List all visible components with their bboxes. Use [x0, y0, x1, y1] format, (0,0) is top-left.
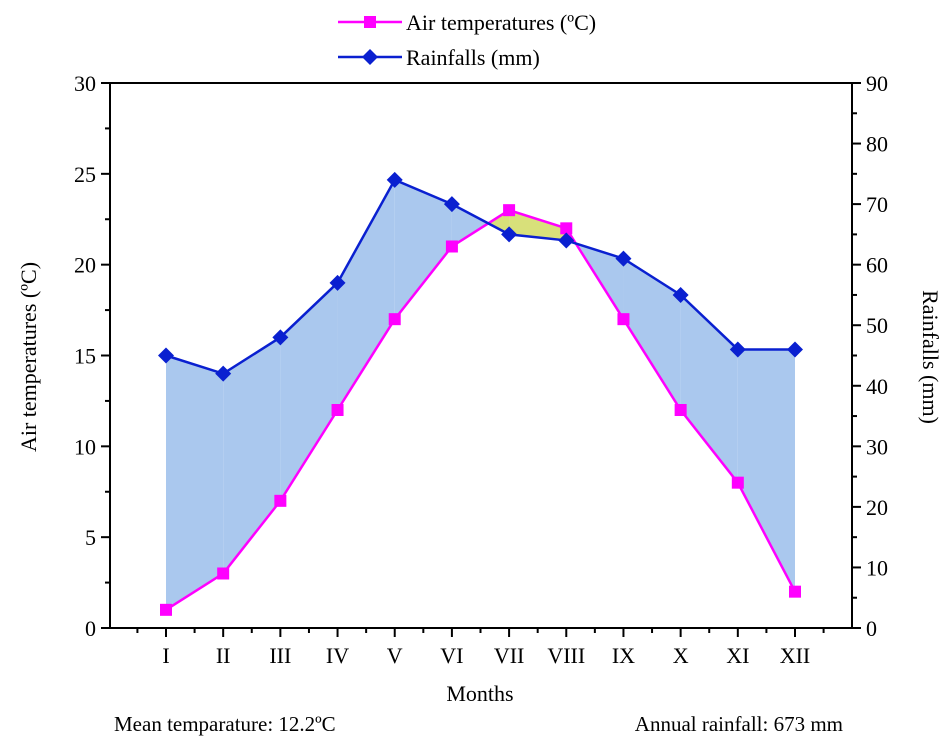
data-point [787, 341, 803, 358]
x-tick-label: VI [440, 643, 463, 668]
data-point [217, 567, 230, 580]
y-right-tick-label: 70 [866, 192, 888, 217]
data-point [445, 240, 458, 253]
data-point [386, 171, 403, 188]
data-point [272, 329, 289, 346]
y-right-tick-label: 30 [866, 434, 888, 459]
data-point [503, 204, 516, 217]
y-left-tick-label: 30 [74, 71, 96, 96]
data-point [731, 476, 744, 489]
x-tick-label: VII [494, 643, 525, 668]
data-point [158, 347, 174, 364]
y-left-tick-label: 0 [85, 616, 96, 641]
x-tick-label: XII [780, 643, 811, 668]
x-tick-label: III [269, 643, 291, 668]
mean-temperature-note: Mean temparature: 12.2ºC [114, 712, 336, 736]
data-point [443, 196, 460, 213]
y-left-tick-label: 10 [74, 434, 96, 459]
y-right-tick-label: 10 [866, 555, 888, 580]
legend-label: Air temperatures (ºC) [406, 10, 596, 35]
data-point [729, 341, 746, 358]
x-tick-label: II [216, 643, 231, 668]
x-axis-label: Months [446, 681, 513, 706]
fill-segment [166, 355, 224, 610]
fill-segment [737, 349, 795, 592]
data-point [388, 313, 401, 326]
x-tick-label: XI [726, 643, 749, 668]
fill-segment [223, 337, 281, 574]
data-point [274, 494, 287, 507]
y-left-tick-label: 5 [85, 525, 96, 550]
series-line [165, 208, 797, 611]
fill-segment [394, 179, 452, 320]
annual-rainfall-note: Annual rainfall: 673 mm [634, 712, 843, 736]
x-tick-label: I [162, 643, 169, 668]
y-left-tick-label: 20 [74, 253, 96, 278]
chart-fill-areas [166, 179, 795, 610]
data-point [558, 232, 575, 249]
data-point [789, 585, 801, 598]
fill-segment [337, 179, 395, 410]
y-right-tick-label: 0 [866, 616, 877, 641]
y-left-tick-label: 25 [74, 162, 96, 187]
data-point [160, 603, 172, 616]
data-point [362, 49, 378, 65]
data-point [364, 16, 376, 28]
fill-segment [280, 282, 338, 501]
x-tick-label: V [387, 643, 403, 668]
fill-segment [623, 258, 681, 410]
data-point [560, 222, 573, 235]
y-right-tick-label: 80 [866, 132, 888, 157]
y-axis-left-label: Air temperatures (ºC) [16, 262, 41, 452]
data-point [615, 250, 632, 267]
y-right-tick-label: 90 [866, 71, 888, 96]
series-line [165, 178, 795, 376]
x-tick-label: X [673, 643, 689, 668]
y-right-tick-label: 20 [866, 495, 888, 520]
y-right-tick-label: 60 [866, 253, 888, 278]
data-point [501, 226, 518, 243]
y-right-tick-label: 40 [866, 374, 888, 399]
data-point [331, 404, 344, 416]
data-point [215, 365, 232, 382]
legend-label: Rainfalls (mm) [406, 45, 540, 70]
y-left-tick-label: 15 [74, 344, 96, 369]
y-axis-right-label: Rainfalls (mm) [918, 290, 941, 424]
chart-series [158, 171, 803, 616]
fill-segment [680, 294, 738, 483]
data-point [672, 286, 689, 303]
fill-segment [509, 210, 567, 241]
x-tick-label: IV [326, 643, 349, 668]
x-tick-label: VIII [547, 643, 585, 668]
data-point [329, 274, 346, 291]
fill-segment [451, 204, 489, 247]
chart-legend: Air temperatures (ºC) Rainfalls (mm) [338, 10, 596, 70]
data-point [617, 313, 630, 326]
y-right-tick-label: 50 [866, 313, 888, 338]
x-tick-label: IX [612, 643, 635, 668]
data-point [674, 404, 687, 416]
fill-segment [488, 210, 510, 235]
